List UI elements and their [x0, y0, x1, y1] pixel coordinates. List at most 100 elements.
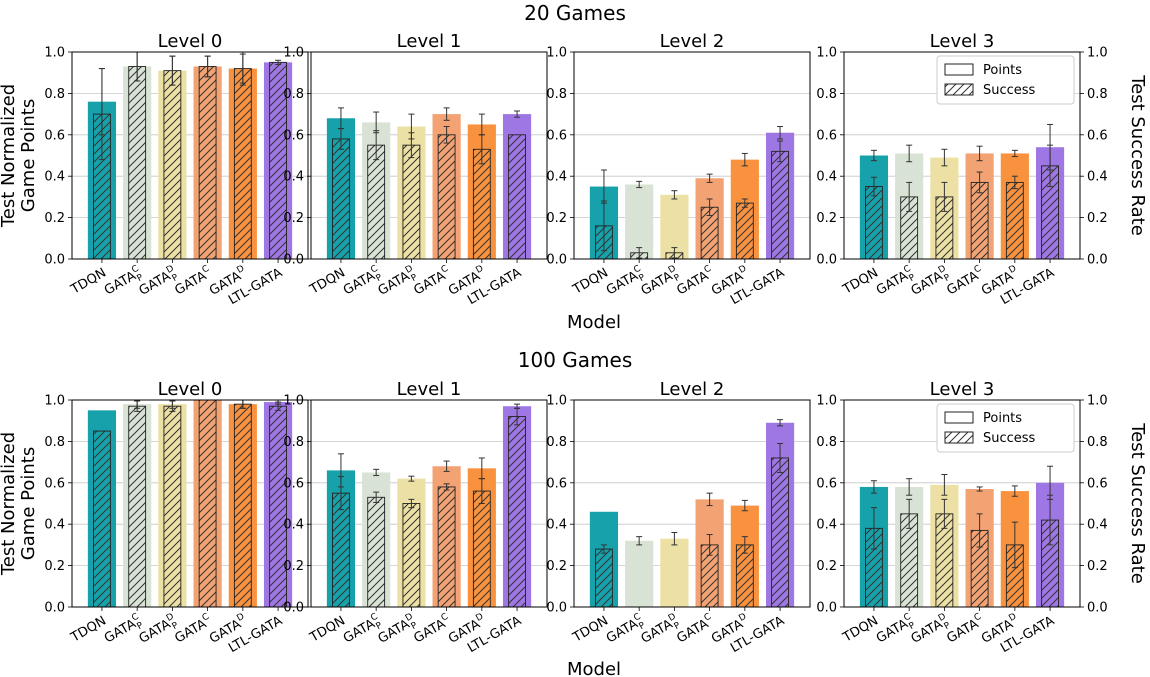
panel: TDQNGATACPGATADPGATACGATADLTL-GATA0.00.2…: [44, 31, 309, 308]
legend-success-label: Success: [983, 431, 1036, 446]
success-bar-hatch: [332, 138, 350, 260]
left-ylabel: Test NormalizedGame Points: [0, 84, 39, 228]
success-bar-hatch: [595, 548, 613, 608]
y-tick-label: 0.4: [44, 518, 65, 533]
success-bar-hatch: [735, 544, 754, 608]
x-tick-label: GATADP: [638, 264, 683, 302]
y-tick-label: 1.0: [283, 394, 304, 409]
y-tick-label: 0.6: [44, 128, 65, 143]
panel-title: Level 1: [397, 31, 462, 52]
right-y-tick-label: 0.4: [1087, 518, 1108, 533]
success-bar-hatch: [128, 405, 147, 608]
success-bar-hatch: [367, 496, 386, 608]
success-bar-hatch: [437, 486, 456, 608]
axes-frame: [71, 399, 309, 608]
success-bar-hatch: [735, 202, 754, 260]
y-tick-label: 0.2: [546, 559, 567, 574]
y-tick-label: 0.2: [44, 211, 65, 226]
x-tick-label: GATACP: [340, 264, 385, 301]
x-tick-label: GATACP: [603, 264, 648, 301]
y-tick-label: 0.0: [816, 253, 837, 268]
right-y-tick-label: 0.6: [1087, 476, 1108, 491]
x-tick-label: TDQN: [307, 265, 348, 297]
y-tick-label: 0.2: [546, 211, 567, 226]
row-title: 100 Games: [518, 348, 633, 372]
axes-frame: [573, 51, 811, 260]
right-ylabel: Test Success Rate: [1127, 422, 1148, 584]
x-tick-label: GATADP: [638, 612, 683, 650]
x-tick-label: TDQN: [307, 613, 348, 645]
panel-title: Level 2: [660, 379, 725, 400]
success-bar-hatch: [508, 416, 526, 608]
y-tick-label: 0.4: [816, 518, 837, 533]
success-bar-hatch: [198, 66, 217, 260]
legend-points-swatch: [944, 63, 974, 76]
x-tick-label: TDQN: [68, 265, 109, 297]
y-tick-label: 0.6: [816, 128, 837, 143]
row-title: 20 Games: [524, 1, 626, 25]
legend: Points Success: [936, 55, 1075, 105]
x-tick-label: GATACP: [340, 612, 385, 649]
success-bar-hatch: [472, 490, 491, 608]
success-bar-hatch: [865, 186, 883, 260]
y-tick-label: 0.2: [816, 559, 837, 574]
legend-success-swatch: [944, 431, 974, 444]
y-tick-label: 0.2: [283, 211, 304, 226]
panel: TDQNGATACPGATADPGATACGATADLTL-GATA0.00.2…: [283, 379, 548, 656]
y-tick-label: 0.0: [816, 601, 837, 616]
success-bar-hatch: [93, 430, 111, 608]
panel-title: Level 3: [930, 31, 995, 52]
y-tick-label: 0.0: [44, 253, 65, 268]
success-bar-hatch: [233, 68, 252, 260]
x-tick-label: TDQN: [570, 613, 611, 645]
success-bar-hatch: [128, 66, 147, 260]
points-bar: [660, 538, 689, 607]
panel-title: Level 0: [158, 31, 223, 52]
x-tick-label: TDQN: [840, 613, 881, 645]
y-tick-label: 0.4: [283, 518, 304, 533]
x-tick-label: GATACP: [101, 612, 146, 649]
y-tick-label: 1.0: [546, 46, 567, 61]
y-tick-label: 1.0: [546, 394, 567, 409]
y-tick-label: 1.0: [816, 394, 837, 409]
y-tick-label: 1.0: [283, 46, 304, 61]
panel-title: Level 3: [930, 379, 995, 400]
success-bar-hatch: [163, 70, 182, 260]
points-bar: [625, 540, 654, 607]
right-y-tick-label: 1.0: [1087, 46, 1108, 61]
y-tick-label: 0.6: [816, 476, 837, 491]
y-tick-label: 0.0: [283, 253, 304, 268]
y-tick-label: 0.6: [283, 128, 304, 143]
y-tick-label: 1.0: [44, 394, 65, 409]
y-tick-label: 0.4: [816, 170, 837, 185]
right-y-tick-label: 0.8: [1087, 87, 1108, 102]
legend-success-swatch: [944, 83, 974, 96]
y-tick-label: 0.8: [283, 87, 304, 102]
legend-points-label: Points: [983, 411, 1022, 426]
x-tick-label: TDQN: [570, 265, 611, 297]
legend-points-label: Points: [983, 63, 1022, 78]
y-tick-label: 0.8: [44, 87, 65, 102]
success-bar-hatch: [771, 457, 789, 608]
y-tick-label: 0.8: [816, 435, 837, 450]
y-tick-label: 0.4: [283, 170, 304, 185]
success-bar-hatch: [472, 148, 491, 260]
legend-success-label: Success: [983, 83, 1036, 98]
y-tick-label: 0.2: [283, 559, 304, 574]
x-tick-label: TDQN: [840, 265, 881, 297]
y-tick-label: 0.2: [44, 559, 65, 574]
x-tick-label: GATACP: [873, 264, 918, 301]
y-tick-label: 0.0: [546, 253, 567, 268]
right-y-tick-label: 0.2: [1087, 559, 1108, 574]
x-axis-label: Model: [567, 659, 621, 677]
x-tick-label: GATADP: [375, 264, 420, 302]
y-tick-label: 0.0: [44, 601, 65, 616]
success-bar-hatch: [402, 503, 421, 608]
x-tick-label: TDQN: [68, 613, 109, 645]
y-tick-label: 0.8: [283, 435, 304, 450]
x-tick-label: GATADP: [136, 264, 181, 302]
success-bar-hatch: [198, 399, 217, 608]
y-tick-label: 1.0: [816, 46, 837, 61]
